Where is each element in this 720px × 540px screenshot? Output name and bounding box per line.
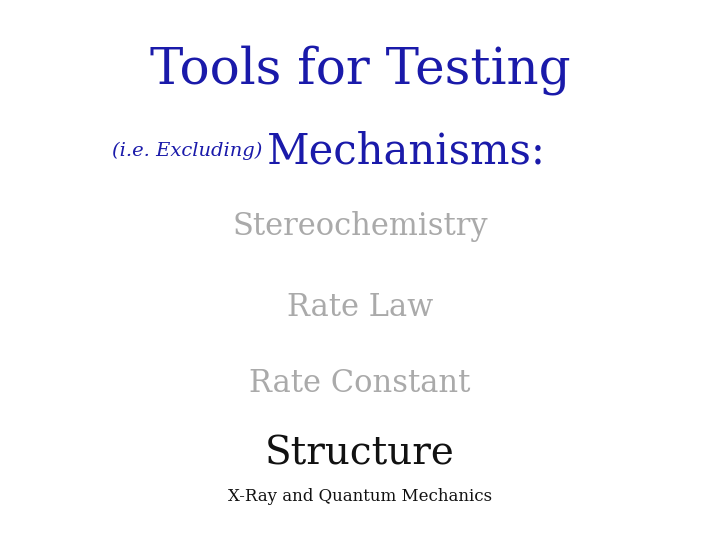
Text: Stereochemistry: Stereochemistry — [232, 211, 488, 242]
Text: Mechanisms:: Mechanisms: — [267, 130, 546, 172]
Text: Rate Constant: Rate Constant — [249, 368, 471, 399]
Text: Structure: Structure — [265, 435, 455, 472]
Text: (i.e. Excluding): (i.e. Excluding) — [112, 142, 269, 160]
Text: X-Ray and Quantum Mechanics: X-Ray and Quantum Mechanics — [228, 488, 492, 505]
Text: Tools for Testing: Tools for Testing — [150, 45, 570, 95]
Text: Rate Law: Rate Law — [287, 292, 433, 323]
